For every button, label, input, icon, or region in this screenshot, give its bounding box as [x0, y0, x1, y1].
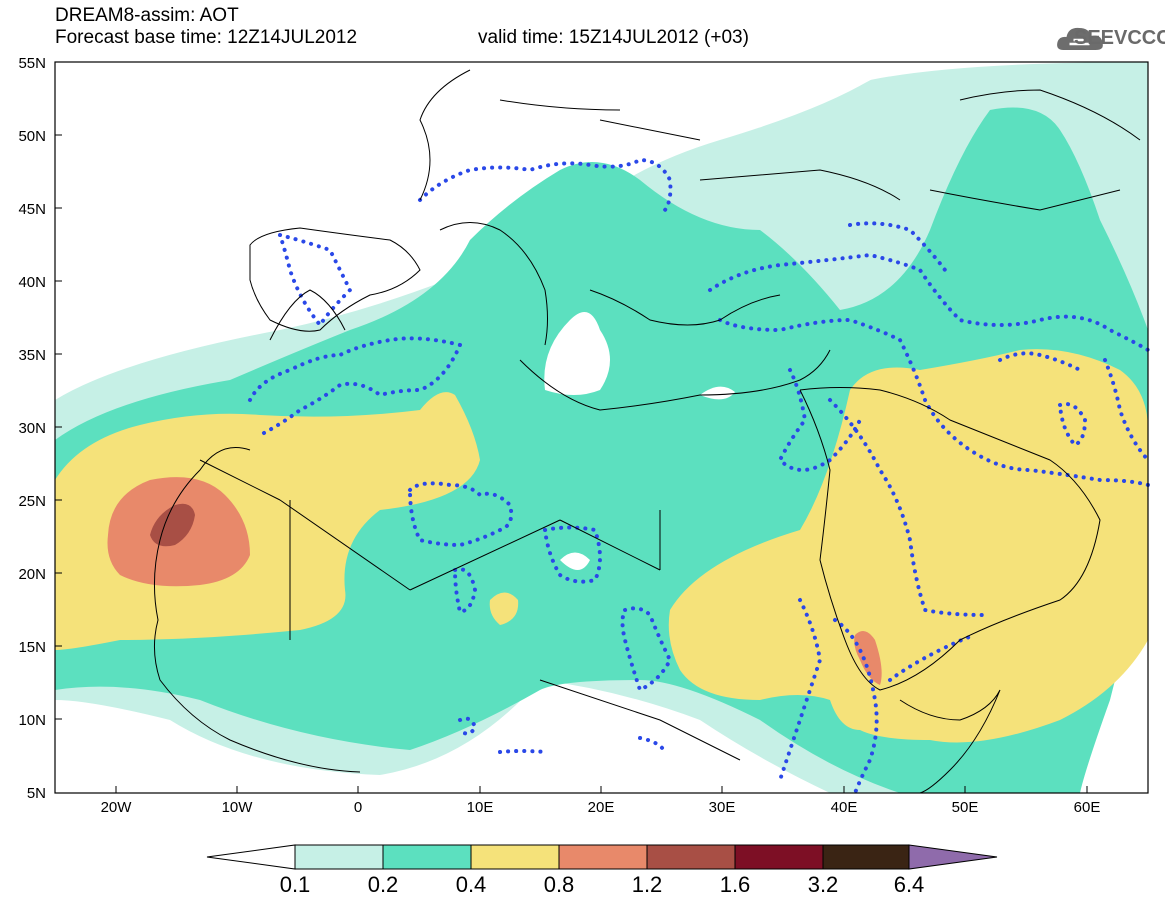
lon-label-20e: 20E — [588, 799, 615, 816]
colorbar-0.2-0.4 — [382, 844, 472, 870]
lon-label-60e: 60E — [1074, 799, 1101, 816]
lat-label-5n: 5N — [27, 785, 46, 802]
colorbar-label-0.2: 0.2 — [368, 872, 399, 897]
valid-time: valid time: 15Z14JUL2012 (+03) — [478, 27, 749, 48]
colorbar-label-3.2: 3.2 — [808, 872, 839, 897]
lat-label-45n: 45N — [18, 201, 46, 218]
colorbar-label-1.2: 1.2 — [632, 872, 663, 897]
coastlines — [153, 69, 1141, 794]
colorbar-1.2-1.6 — [646, 844, 736, 870]
colorbar — [206, 844, 998, 870]
lat-label-35n: 35N — [18, 347, 46, 364]
dotted-contours — [248, 157, 1150, 795]
lon-label-10w: 10W — [222, 799, 254, 816]
colorbar-label-0.8: 0.8 — [544, 872, 575, 897]
colorbar-0.4-0.8 — [470, 844, 560, 870]
lat-label-30n: 30N — [18, 420, 46, 437]
colorbar-lt-0.1 — [206, 844, 296, 870]
lon-label-10e: 10E — [467, 799, 494, 816]
colorbar-3.2-6.4 — [822, 844, 910, 870]
colorbar-label-0.1: 0.1 — [280, 872, 311, 897]
lat-label-15n: 15N — [18, 639, 46, 656]
colorbar-label-1.6: 1.6 — [720, 872, 751, 897]
lat-label-20n: 20N — [18, 566, 46, 583]
map-title: DREAM8-assim: AOT — [55, 5, 239, 26]
forecast-base-time: Forecast base time: 12Z14JUL2012 — [55, 27, 358, 48]
lon-label-20w: 20W — [101, 799, 133, 816]
colorbar-0.1-0.2 — [294, 844, 384, 870]
cloud-icon — [1057, 27, 1103, 50]
lon-label-50e: 50E — [952, 799, 979, 816]
lat-label-40n: 40N — [18, 274, 46, 291]
lat-label-10n: 10N — [18, 712, 46, 729]
colorbar-label-0.4: 0.4 — [456, 872, 487, 897]
lon-label-0: 0 — [354, 799, 362, 816]
colorbar-gt-6.4 — [908, 844, 998, 870]
logo-text: SEEVCCC — [1074, 27, 1165, 49]
lat-label-25n: 25N — [18, 493, 46, 510]
lat-label-55n: 55N — [18, 55, 46, 72]
lat-label-50n: 50N — [18, 128, 46, 145]
lon-label-30e: 30E — [709, 799, 736, 816]
lon-label-40e: 40E — [831, 799, 858, 816]
clean-air-area — [55, 62, 900, 570]
colorbar-label-6.4: 6.4 — [894, 872, 925, 897]
axis-ticks — [55, 61, 1088, 793]
colorbar-1.6-3.2 — [734, 844, 824, 870]
colorbar-0.8-1.2 — [558, 844, 648, 870]
